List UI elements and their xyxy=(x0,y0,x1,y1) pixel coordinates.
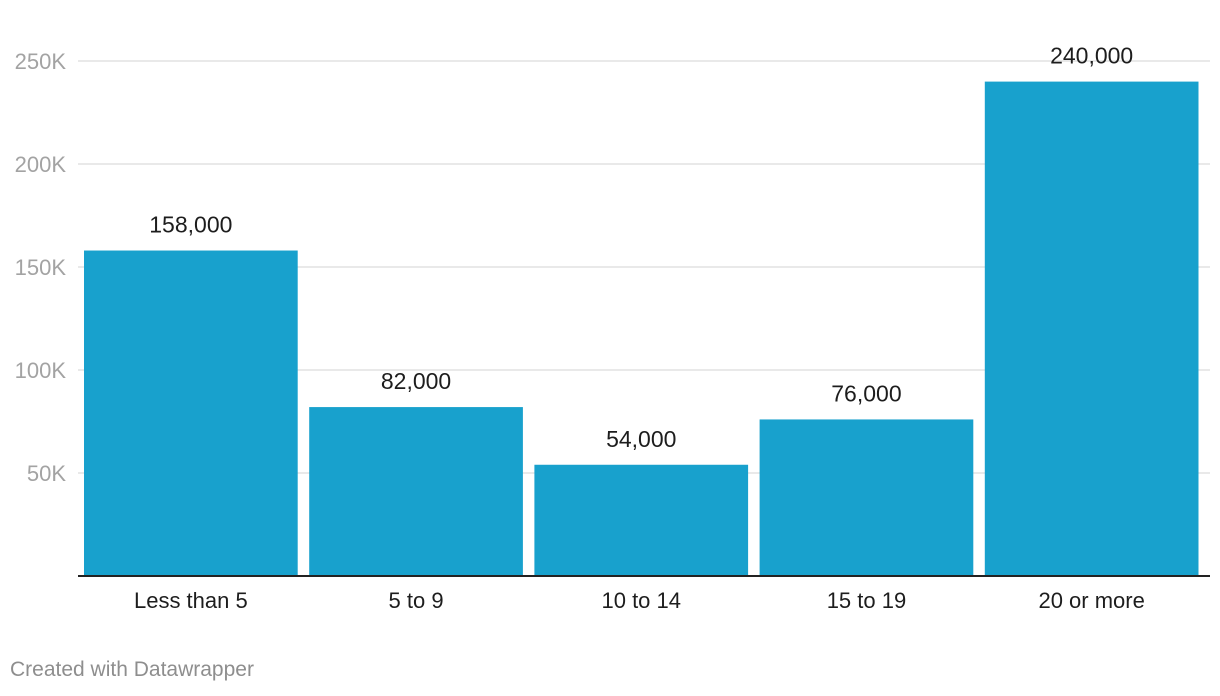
bar-value-label: 54,000 xyxy=(606,426,676,452)
bar xyxy=(534,464,749,576)
credit-text: Created with Datawrapper xyxy=(10,658,254,681)
bar-chart: 50K 100K 150K 200K 250K 158,000 82,000 54,000 7… xyxy=(15,43,1210,613)
x-tick-label: 15 to 19 xyxy=(827,588,907,613)
bars xyxy=(84,81,1199,576)
x-tick-label: 5 to 9 xyxy=(389,588,444,613)
bar xyxy=(309,407,523,576)
bar-value-label: 240,000 xyxy=(1050,43,1133,69)
bar xyxy=(984,81,1199,576)
y-tick-label: 150K xyxy=(15,255,67,280)
y-tick-label: 50K xyxy=(27,461,66,486)
y-tick-label: 250K xyxy=(15,49,67,74)
value-labels: 158,000 82,000 54,000 76,000 240,000 xyxy=(149,43,1133,452)
bar xyxy=(759,419,974,576)
bar-value-label: 82,000 xyxy=(381,368,451,394)
x-tick-label: 10 to 14 xyxy=(601,588,681,613)
x-tick-label: 20 or more xyxy=(1038,588,1144,613)
y-tick-label: 100K xyxy=(15,358,67,383)
x-tick-label: Less than 5 xyxy=(134,588,248,613)
y-axis-ticks: 50K 100K 150K 200K 250K xyxy=(15,49,67,486)
y-tick-label: 200K xyxy=(15,152,67,177)
bar xyxy=(84,250,298,576)
x-axis-ticks: Less than 5 5 to 9 10 to 14 15 to 19 20 or m… xyxy=(134,588,1145,613)
bar-value-label: 76,000 xyxy=(831,380,901,406)
bar-value-label: 158,000 xyxy=(149,212,232,238)
